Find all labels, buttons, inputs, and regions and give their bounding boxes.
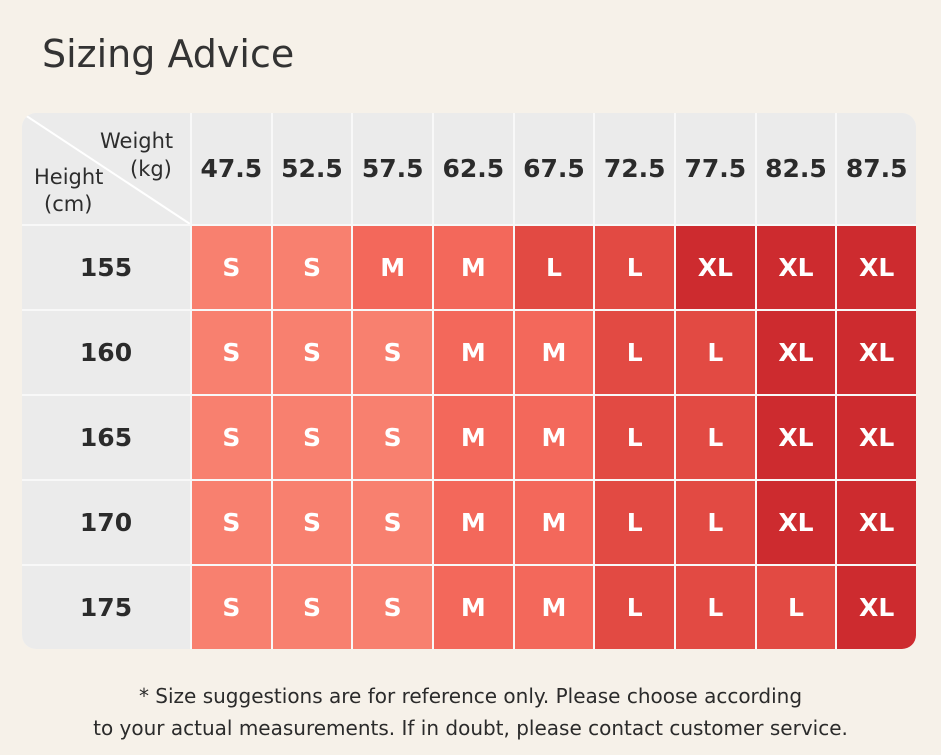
- weight-header: 87.5: [837, 113, 916, 224]
- size-cell: XL: [837, 311, 916, 394]
- footnote-line: * Size suggestions are for reference onl…: [138, 684, 803, 708]
- size-cell: XL: [837, 566, 916, 649]
- size-cell: L: [514, 226, 594, 309]
- size-cell: XL: [837, 226, 916, 309]
- size-cell: S: [353, 481, 432, 564]
- size-cell: XL: [756, 311, 836, 394]
- height-header: 170: [22, 481, 190, 564]
- footnote-line: to your actual measurements. If in doubt…: [93, 716, 848, 740]
- weight-header: 47.5: [192, 113, 271, 224]
- size-cell: S: [272, 311, 352, 394]
- size-cell: XL: [675, 226, 755, 309]
- size-cell: M: [433, 396, 513, 479]
- size-cell: L: [756, 566, 836, 649]
- size-cell: S: [272, 481, 352, 564]
- size-cell: S: [353, 396, 432, 479]
- corner-label: (kg): [130, 157, 172, 181]
- weight-header: 62.5: [433, 113, 513, 224]
- size-cell: M: [514, 396, 594, 479]
- weight-header: 82.5: [756, 113, 836, 224]
- size-cell: L: [675, 396, 755, 479]
- size-cell: S: [192, 396, 271, 479]
- weight-header: 72.5: [595, 113, 674, 224]
- title: Sizing Advice: [42, 32, 295, 76]
- size-cell: M: [514, 311, 594, 394]
- size-cell: XL: [837, 396, 916, 479]
- size-cell: XL: [837, 481, 916, 564]
- size-cell: L: [675, 566, 755, 649]
- size-cell: M: [433, 566, 513, 649]
- size-cell: XL: [756, 481, 836, 564]
- weight-header: 52.5: [272, 113, 352, 224]
- corner-cell: Weight (kg) Height (cm): [22, 113, 190, 224]
- corner-label: Weight: [100, 129, 174, 153]
- size-cell: S: [353, 311, 432, 394]
- size-cell: S: [192, 481, 271, 564]
- height-header: 160: [22, 311, 190, 394]
- corner-label: Height: [34, 165, 104, 189]
- size-cell: L: [595, 396, 674, 479]
- diagonal: [22, 113, 190, 224]
- size-cell: L: [595, 481, 674, 564]
- height-header: 155: [22, 226, 190, 309]
- size-cell: S: [272, 566, 352, 649]
- size-cell: S: [192, 226, 271, 309]
- size-table: Weight (kg) Height (cm) 47.5 52.5 57.5 62.5…: [22, 113, 916, 649]
- height-header: 165: [22, 396, 190, 479]
- size-cell: XL: [756, 226, 836, 309]
- height-header: 175: [22, 566, 190, 649]
- size-cell: M: [514, 566, 594, 649]
- size-cell: L: [595, 311, 674, 394]
- size-cell: S: [192, 566, 271, 649]
- size-cell: S: [272, 396, 352, 479]
- size-cell: XL: [756, 396, 836, 479]
- size-cell: L: [595, 566, 674, 649]
- size-cell: M: [433, 226, 513, 309]
- size-cell: L: [595, 226, 674, 309]
- footnote: * Size suggestions are for reference onl…: [0, 680, 941, 744]
- size-cell: S: [192, 311, 271, 394]
- size-cell: L: [675, 311, 755, 394]
- weight-header: 77.5: [675, 113, 755, 224]
- size-cell: M: [433, 481, 513, 564]
- size-cell: S: [353, 566, 432, 649]
- size-cell: M: [433, 311, 513, 394]
- weight-header: 67.5: [514, 113, 594, 224]
- size-cell: M: [514, 481, 594, 564]
- size-cell: L: [675, 481, 755, 564]
- corner-label: (cm): [44, 192, 93, 216]
- size-cell: M: [353, 226, 432, 309]
- size-cell: S: [272, 226, 352, 309]
- weight-header: 57.5: [353, 113, 432, 224]
